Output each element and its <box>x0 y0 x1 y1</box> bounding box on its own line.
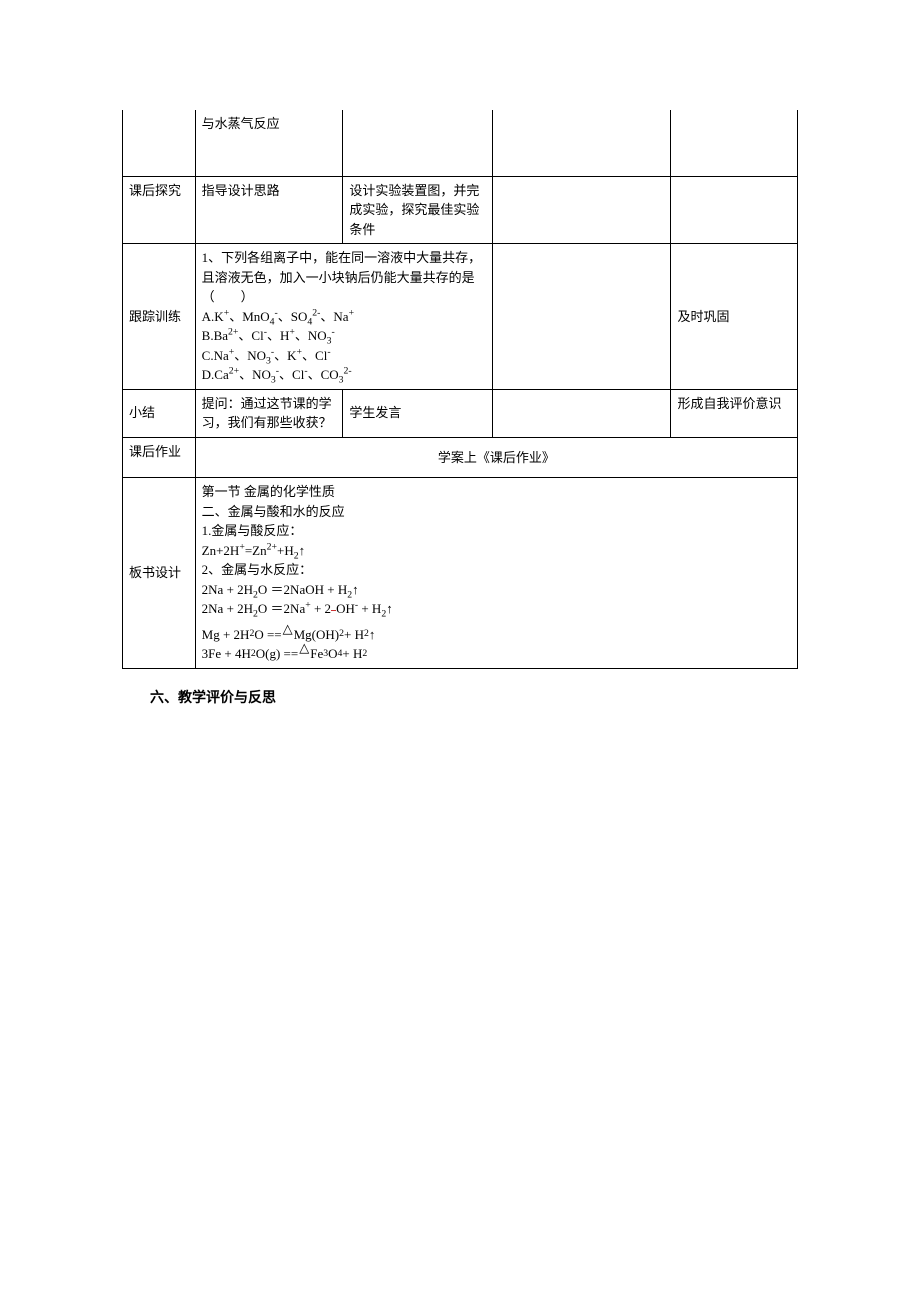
underline-mark-icon <box>331 600 336 611</box>
cell-r1c5 <box>671 176 798 244</box>
bd-line5: 2、金属与水反应： <box>202 560 791 580</box>
cell-r0c2: 与水蒸气反应 <box>195 110 343 176</box>
bd-eq3: 2Na + 2H2O ＝2Na+ + 2OH- + H2↑ <box>202 599 791 619</box>
table-row: 板书设计 第一节 金属的化学性质 二、金属与酸和水的反应 1.金属与酸反应： Z… <box>123 478 798 669</box>
section-6-heading: 六、教学评价与反思 <box>122 687 798 707</box>
cell-label-banshu: 板书设计 <box>123 478 196 669</box>
lesson-plan-table: 与水蒸气反应 课后探究 指导设计思路 设计实验装置图，并完成实验，探究最佳实验条… <box>122 110 798 669</box>
question-stem: 1、下列各组离子中，能在同一溶液中大量共存，且溶液无色，加入一小块钠后仍能大量共… <box>202 248 487 307</box>
table-row: 跟踪训练 1、下列各组离子中，能在同一溶液中大量共存，且溶液无色，加入一小块钠后… <box>123 244 798 390</box>
bd-line2: 二、金属与酸和水的反应 <box>202 502 791 522</box>
cell-r0c4 <box>493 110 671 176</box>
cell-r2c5: 及时巩固 <box>671 244 798 390</box>
table-row: 小结 提问：通过这节课的学习，我们有那些收获？ 学生发言 形成自我评价意识 <box>123 389 798 437</box>
bd-eq2: 2Na + 2H2O ＝2NaOH + H2↑ <box>202 580 791 600</box>
table-row: 课后作业 学案上《课后作业》 <box>123 437 798 478</box>
spacer <box>202 134 337 172</box>
option-c: C.Na+、NO3-、K+、Cl- <box>202 346 487 366</box>
cell-r1c2: 指导设计思路 <box>195 176 343 244</box>
option-a: A.K+、MnO4-、SO42-、Na+ <box>202 307 487 327</box>
cell-r3c2: 提问：通过这节课的学习，我们有那些收获？ <box>195 389 343 437</box>
cell-label-xiaojie: 小结 <box>123 389 196 437</box>
triangle-icon: △ <box>283 619 293 639</box>
cell-r1c4 <box>493 176 671 244</box>
cell-r0c1 <box>123 110 196 176</box>
triangle-icon: △ <box>299 638 309 658</box>
cell-r3c5: 形成自我评价意识 <box>671 389 798 437</box>
table-row: 课后探究 指导设计思路 设计实验装置图，并完成实验，探究最佳实验条件 <box>123 176 798 244</box>
cell-r0c5 <box>671 110 798 176</box>
table-row-top: 与水蒸气反应 <box>123 110 798 176</box>
cell-r3c3: 学生发言 <box>343 389 493 437</box>
cell-r2c4 <box>493 244 671 390</box>
option-d: D.Ca2+、NO3-、Cl-、CO32- <box>202 365 487 385</box>
cell-r1c3: 设计实验装置图，并完成实验，探究最佳实验条件 <box>343 176 493 244</box>
cell-question: 1、下列各组离子中，能在同一溶液中大量共存，且溶液无色，加入一小块钠后仍能大量共… <box>195 244 493 390</box>
cell-label-kehou: 课后探究 <box>123 176 196 244</box>
bd-eq4: Mg + 2H2O ==△ Mg(OH)2 + H2↑ <box>202 625 791 645</box>
page-container: 与水蒸气反应 课后探究 指导设计思路 设计实验装置图，并完成实验，探究最佳实验条… <box>0 0 920 707</box>
cell-label-zuoye: 课后作业 <box>123 437 196 478</box>
bd-line3: 1.金属与酸反应： <box>202 521 791 541</box>
r0c2-text: 与水蒸气反应 <box>202 116 280 131</box>
cell-r0c3 <box>343 110 493 176</box>
bd-eq5: 3Fe + 4H2O(g) ==△Fe3O4 + H2 <box>202 644 791 664</box>
cell-homework: 学案上《课后作业》 <box>195 437 797 478</box>
cell-board-design: 第一节 金属的化学性质 二、金属与酸和水的反应 1.金属与酸反应： Zn+2H+… <box>195 478 797 669</box>
bd-line1: 第一节 金属的化学性质 <box>202 482 791 502</box>
cell-label-genzong: 跟踪训练 <box>123 244 196 390</box>
cell-r3c4 <box>493 389 671 437</box>
bd-eq1: Zn+2H+=Zn2++H2↑ <box>202 541 791 561</box>
option-b: B.Ba2+、Cl-、H+、NO3- <box>202 326 487 346</box>
